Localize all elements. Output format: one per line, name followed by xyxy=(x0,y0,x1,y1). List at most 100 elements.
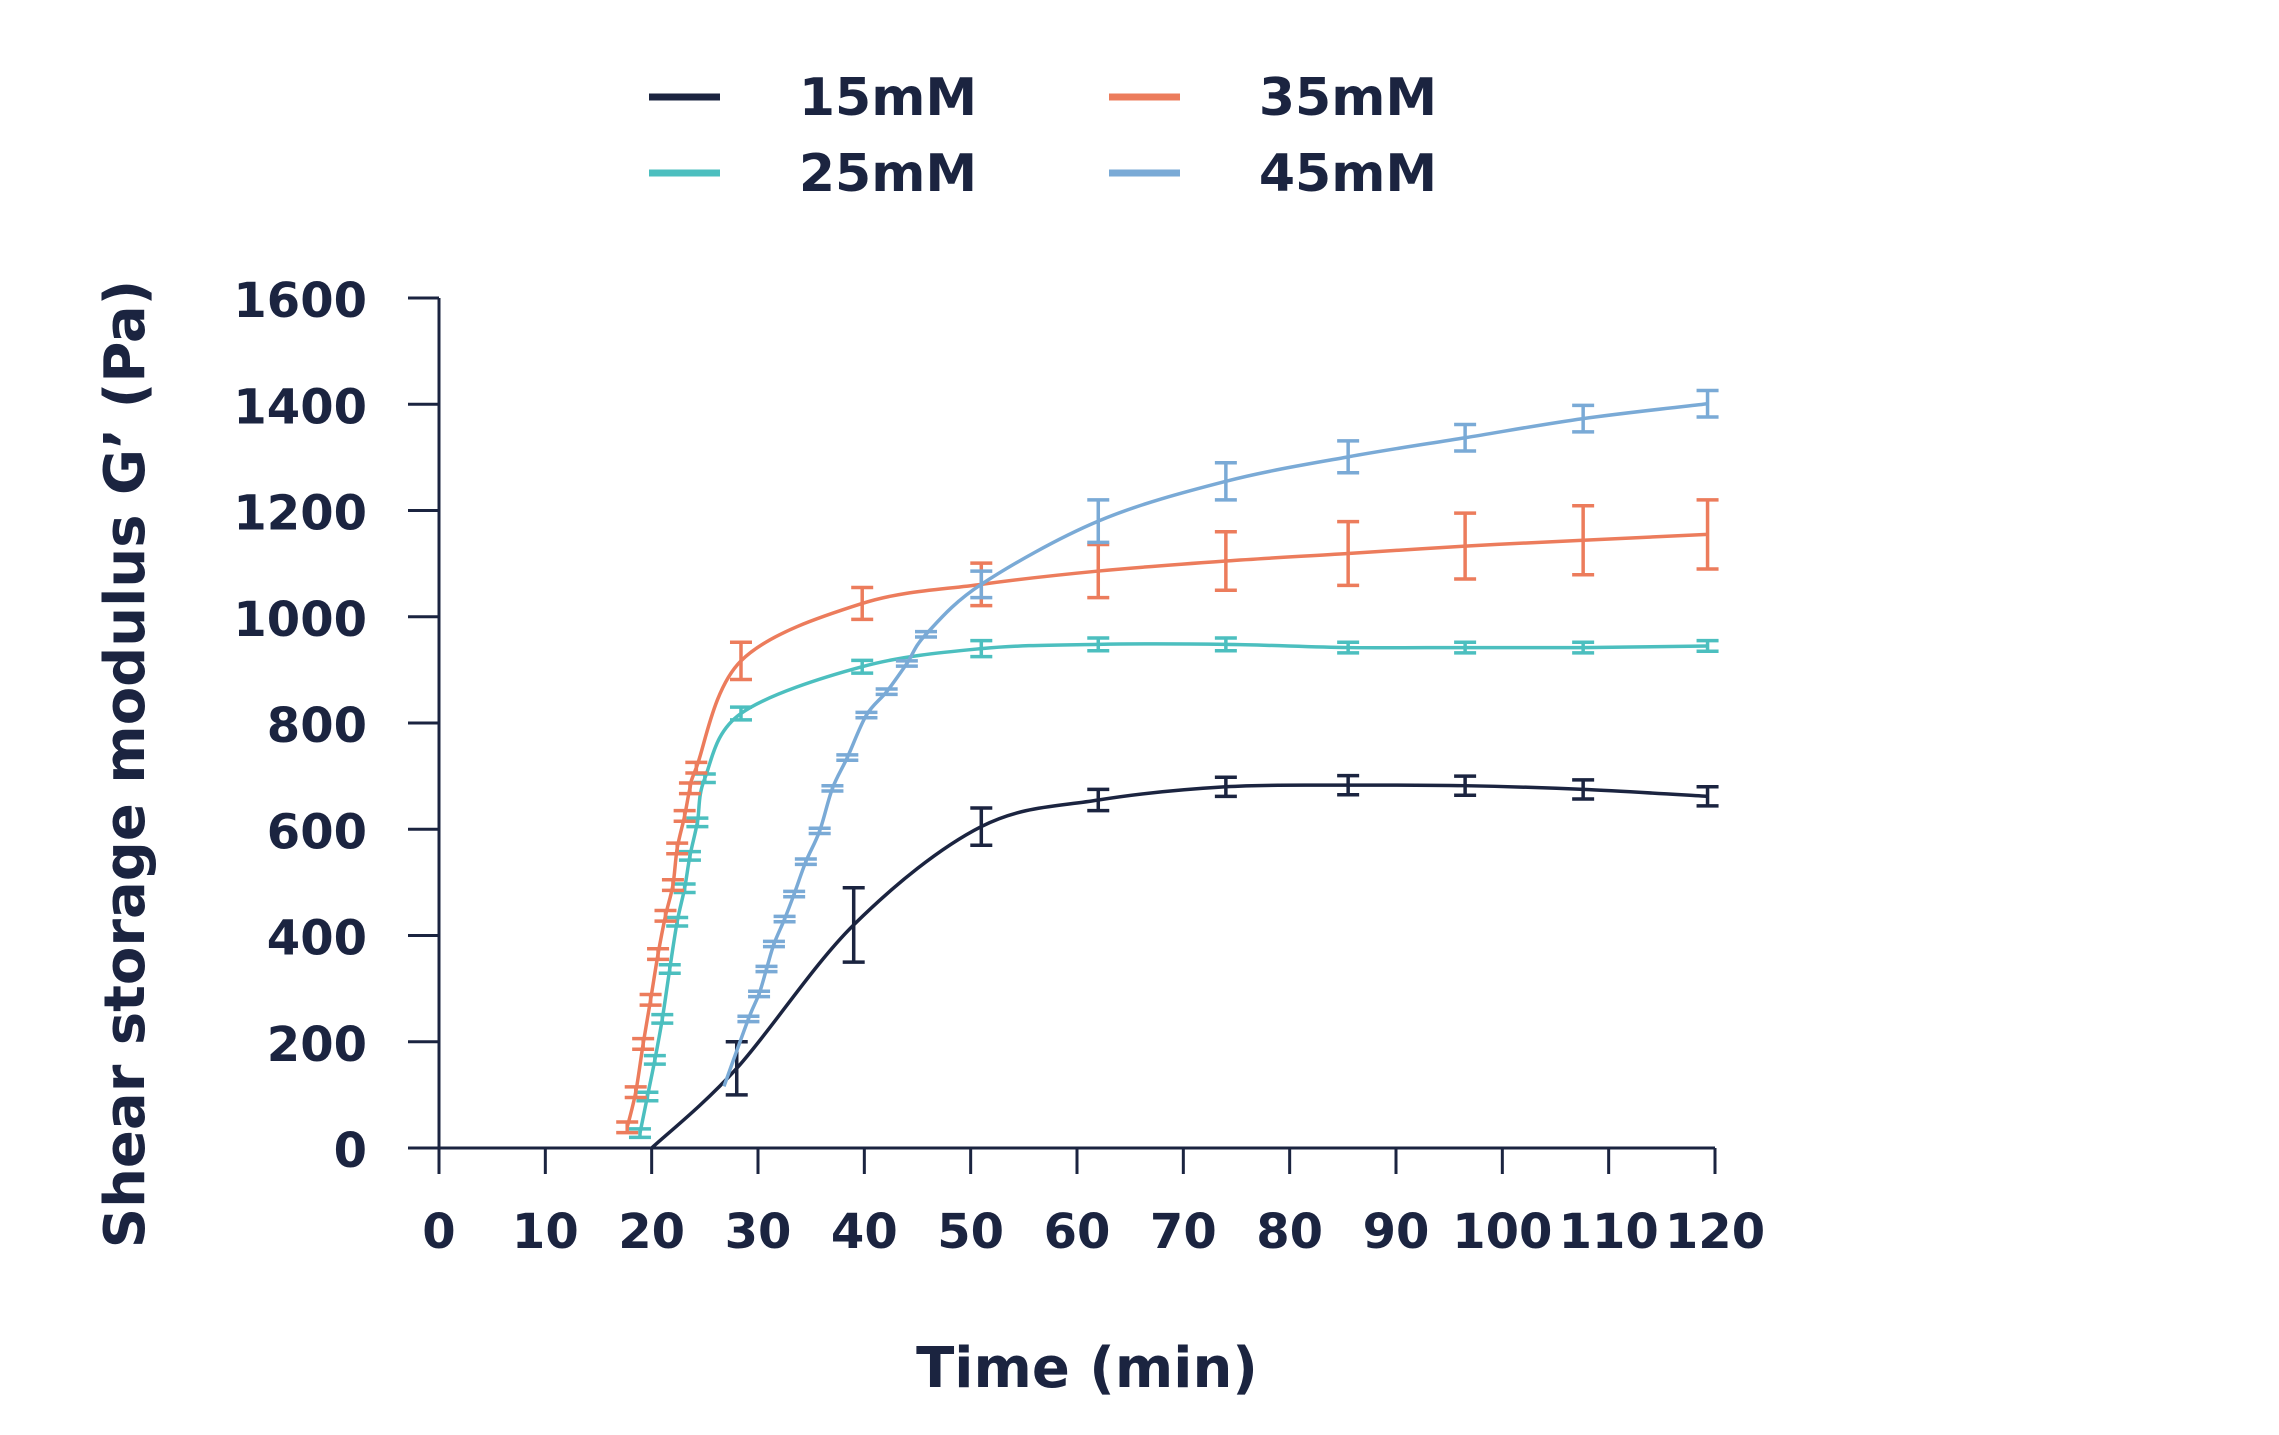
error-bar xyxy=(821,783,844,793)
error-bar xyxy=(654,908,677,923)
error-bar xyxy=(693,772,716,785)
error-bar xyxy=(729,640,752,682)
error-bar xyxy=(1214,460,1237,502)
y-tick-label: 1200 xyxy=(233,486,367,542)
y-tick-label: 800 xyxy=(267,698,367,754)
error-bar xyxy=(1337,519,1360,588)
x-tick-label: 40 xyxy=(831,1204,898,1260)
error-bar xyxy=(1087,787,1110,813)
error-bar xyxy=(1214,530,1237,592)
error-bar xyxy=(673,808,696,824)
y-tick-label: 1400 xyxy=(233,379,367,435)
y-tick-label: 400 xyxy=(267,911,367,967)
series-line xyxy=(650,783,1708,1150)
error-bar xyxy=(1454,422,1477,453)
error-bar xyxy=(755,964,778,974)
error-bar xyxy=(636,1090,659,1103)
error-bar xyxy=(1572,403,1595,434)
error-bar xyxy=(875,687,898,697)
x-tick-label: 80 xyxy=(1256,1204,1323,1260)
y-tick-label: 1000 xyxy=(233,592,367,648)
error-bar xyxy=(773,914,796,924)
legend-label: 35mM xyxy=(1259,68,1437,128)
error-bar xyxy=(624,1085,647,1100)
series-line xyxy=(625,532,1708,1128)
error-bar xyxy=(666,915,689,928)
error-bar xyxy=(658,962,681,975)
error-bar xyxy=(1572,778,1595,801)
x-tick-label: 60 xyxy=(1044,1204,1111,1260)
error-bar xyxy=(1696,388,1719,419)
x-tick-label: 0 xyxy=(422,1204,455,1260)
error-bar xyxy=(855,710,878,720)
legend-label: 45mM xyxy=(1259,144,1437,204)
error-bar xyxy=(1087,636,1110,653)
error-bar xyxy=(651,1012,674,1025)
x-tick-label: 10 xyxy=(512,1204,579,1260)
error-bar xyxy=(1572,640,1595,655)
error-bar xyxy=(762,939,785,949)
legend-label: 15mM xyxy=(799,68,977,128)
legend-label: 25mM xyxy=(799,144,977,204)
error-bar xyxy=(808,826,831,836)
error-bar xyxy=(666,841,689,856)
error-bar xyxy=(616,1120,639,1135)
series-line xyxy=(722,401,1708,1087)
error-bar xyxy=(628,1127,651,1140)
y-tick-label: 0 xyxy=(334,1123,367,1179)
error-bar xyxy=(685,760,708,775)
error-bar xyxy=(783,889,806,899)
y-tick-label: 200 xyxy=(267,1017,367,1073)
error-bar xyxy=(639,992,662,1007)
error-bar xyxy=(1087,498,1110,545)
error-bar xyxy=(1696,498,1719,571)
error-bar xyxy=(970,638,993,659)
x-tick-label: 50 xyxy=(937,1204,1004,1260)
error-bar xyxy=(737,1014,760,1024)
error-bar xyxy=(895,659,918,668)
x-tick-label: 120 xyxy=(1665,1204,1765,1260)
x-tick-label: 90 xyxy=(1363,1204,1430,1260)
y-axis-title: Shear storage modulus G’ (Pa) xyxy=(93,280,158,1249)
error-bar xyxy=(729,705,752,722)
error-bar xyxy=(1337,640,1360,655)
error-bar xyxy=(1087,542,1110,600)
error-bar xyxy=(632,1036,655,1051)
error-bar xyxy=(1572,503,1595,577)
x-tick-label: 30 xyxy=(725,1204,792,1260)
x-tick-label: 20 xyxy=(618,1204,685,1260)
error-bar xyxy=(1454,511,1477,581)
error-bar xyxy=(1696,638,1719,654)
error-bar xyxy=(661,877,684,893)
error-bar xyxy=(1454,640,1477,655)
x-tick-label: 70 xyxy=(1150,1204,1217,1260)
x-tick-label: 110 xyxy=(1559,1204,1659,1260)
error-bar xyxy=(643,1053,666,1066)
error-bar xyxy=(673,882,696,895)
error-bar xyxy=(686,816,709,829)
error-bar xyxy=(851,585,874,622)
error-bar xyxy=(1337,439,1360,475)
error-bar xyxy=(1696,785,1719,808)
error-bar xyxy=(678,781,701,796)
error-bar xyxy=(748,989,771,999)
error-bar xyxy=(836,753,859,762)
error-bar xyxy=(970,569,993,600)
error-bar xyxy=(678,849,701,862)
y-tick-label: 1600 xyxy=(233,273,367,329)
error-bar xyxy=(851,658,874,675)
error-bar xyxy=(915,629,938,639)
x-axis-title: Time (min) xyxy=(916,1336,1258,1401)
error-bar xyxy=(842,885,865,964)
error-bar xyxy=(970,806,993,847)
x-tick-label: 100 xyxy=(1452,1204,1552,1260)
error-bar xyxy=(1214,636,1237,653)
series-line xyxy=(638,642,1708,1134)
y-tick-label: 600 xyxy=(267,804,367,860)
error-bar xyxy=(1337,773,1360,797)
error-bar xyxy=(794,857,817,867)
error-bar xyxy=(647,947,670,962)
error-bar xyxy=(1214,775,1237,799)
error-bar xyxy=(1454,774,1477,797)
